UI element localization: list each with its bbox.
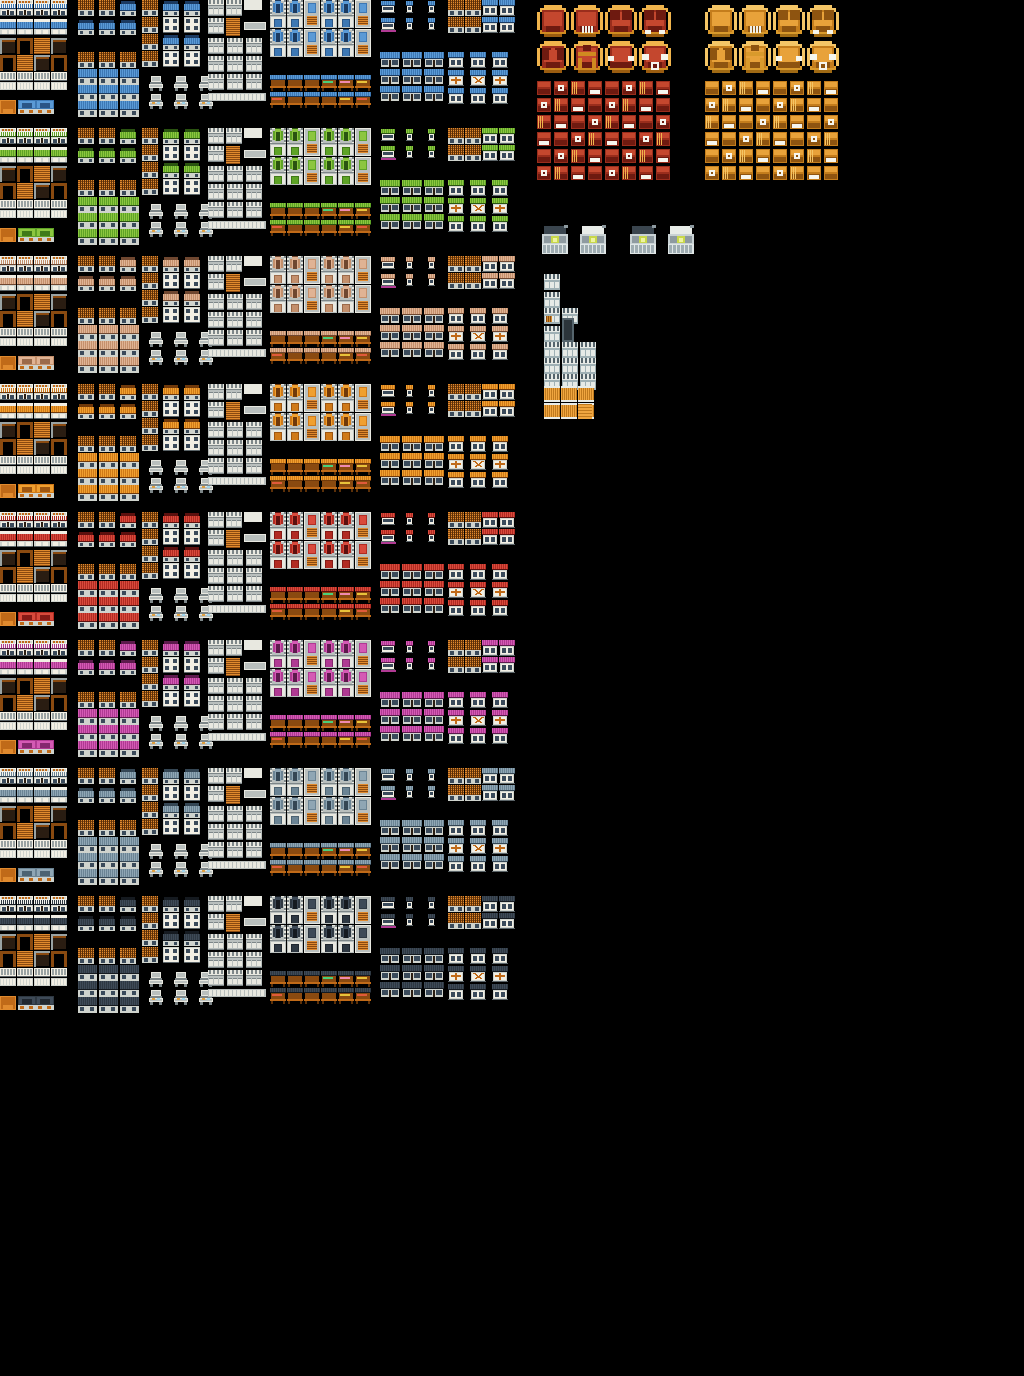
sprite-sheet-canvas-root — [0, 0, 1024, 1376]
tileset-sprite-sheet — [0, 0, 1024, 1376]
